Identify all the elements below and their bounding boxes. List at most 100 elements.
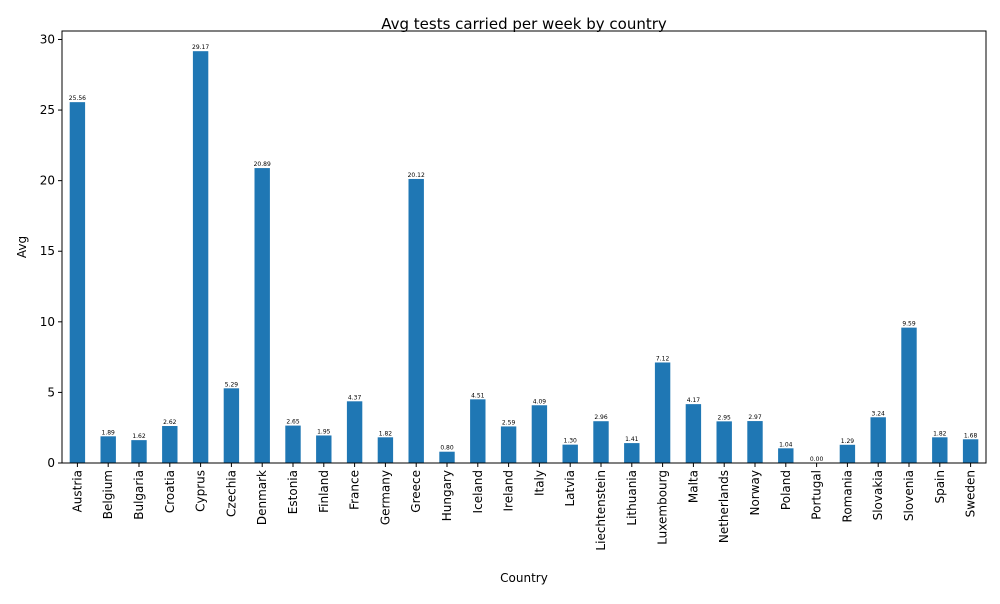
bar-netherlands: [716, 421, 732, 463]
data-label-iceland: 4.51: [471, 392, 485, 399]
data-label-germany: 1.82: [379, 430, 393, 437]
x-tick-label-hungary: Hungary: [440, 470, 454, 521]
data-label-latvia: 1.30: [564, 438, 578, 445]
x-tick-label-bulgaria: Bulgaria: [132, 470, 146, 520]
y-tick-label: 30: [40, 32, 55, 46]
data-label-spain: 1.82: [933, 430, 947, 437]
data-label-slovakia: 3.24: [872, 410, 886, 417]
bars-group: [69, 51, 979, 464]
bar-slovenia: [901, 327, 917, 463]
data-label-malta: 4.17: [687, 397, 701, 404]
x-tick-label-iceland: Iceland: [471, 470, 485, 513]
x-tick-label-liechtenstein: Liechtenstein: [594, 470, 608, 551]
data-label-finland: 1.95: [317, 428, 331, 435]
data-label-romania: 1.29: [841, 438, 855, 445]
data-label-slovenia: 9.59: [902, 321, 916, 328]
x-tick-label-lithuania: Lithuania: [625, 470, 639, 526]
data-label-greece: 20.12: [408, 172, 425, 179]
y-tick-label: 0: [47, 456, 55, 470]
x-tick-label-luxembourg: Luxembourg: [656, 470, 670, 545]
data-label-portugal: 0.00: [810, 456, 824, 463]
bar-estonia: [285, 425, 301, 463]
bar-malta: [685, 404, 702, 463]
x-tick-label-netherlands: Netherlands: [717, 470, 731, 543]
bar-luxembourg: [654, 362, 671, 463]
x-tick-label-belgium: Belgium: [101, 470, 115, 519]
data-label-lithuania: 1.41: [625, 436, 639, 443]
bar-iceland: [470, 399, 486, 463]
x-tick-label-italy: Italy: [532, 470, 546, 496]
x-tick-label-malta: Malta: [686, 470, 700, 503]
bar-lithuania: [624, 443, 640, 463]
x-tick-label-portugal: Portugal: [810, 470, 824, 520]
x-tick-label-austria: Austria: [70, 470, 84, 512]
x-tick-label-slovenia: Slovenia: [902, 470, 916, 521]
data-label-estonia: 2.65: [286, 419, 300, 426]
chart-title: Avg tests carried per week by country: [381, 15, 667, 33]
bar-liechtenstein: [593, 421, 609, 463]
data-label-austria: 25.56: [69, 95, 86, 102]
x-tick-label-spain: Spain: [933, 470, 947, 504]
bar-norway: [747, 421, 763, 463]
x-tick-label-germany: Germany: [378, 470, 392, 525]
bar-sweden: [962, 439, 979, 463]
bar-hungary: [439, 451, 455, 463]
bar-france: [346, 401, 363, 463]
bar-belgium: [100, 436, 116, 463]
bar-ireland: [500, 426, 517, 463]
data-label-liechtenstein: 2.96: [594, 414, 608, 421]
bar-greece: [408, 178, 424, 463]
bar-denmark: [254, 168, 270, 464]
data-label-denmark: 20.89: [254, 161, 271, 168]
bar-poland: [778, 448, 794, 463]
data-label-bulgaria: 1.62: [132, 433, 146, 440]
x-tick-label-latvia: Latvia: [563, 470, 577, 507]
x-tick-label-estonia: Estonia: [286, 470, 300, 514]
x-tick-label-norway: Norway: [748, 470, 762, 516]
data-label-italy: 4.09: [533, 398, 547, 405]
x-tick-label-finland: Finland: [317, 470, 331, 513]
data-labels-group: 25.56 1.89 1.62 2.62 29.17 5.29 20.89 2.65 1.95 4…: [69, 44, 978, 463]
y-tick-label: 25: [40, 103, 55, 117]
bar-finland: [316, 435, 332, 463]
x-tick-label-poland: Poland: [779, 470, 793, 510]
data-label-czechia: 5.29: [225, 381, 239, 388]
data-label-norway: 2.97: [748, 414, 762, 421]
y-tick-label: 20: [40, 174, 55, 188]
data-label-ireland: 2.59: [502, 419, 516, 426]
x-tick-label-cyprus: Cyprus: [194, 470, 208, 512]
bar-croatia: [162, 426, 178, 463]
plot-frame: [61, 30, 987, 464]
x-tick-label-ireland: Ireland: [502, 470, 516, 512]
bar-austria: [69, 102, 86, 463]
data-label-croatia: 2.62: [163, 419, 177, 426]
x-tick-label-sweden: Sweden: [964, 470, 978, 517]
x-tick-label-czechia: Czechia: [224, 470, 238, 517]
x-tick-label-slovakia: Slovakia: [871, 470, 885, 520]
x-axis-label: Country: [500, 571, 548, 585]
x-tick-label-croatia: Croatia: [163, 470, 177, 513]
x-tick-label-greece: Greece: [409, 470, 423, 513]
bar-czechia: [223, 388, 240, 463]
data-label-netherlands: 2.95: [718, 414, 732, 421]
y-tick-label: 5: [47, 385, 55, 399]
y-axis-label: Avg: [15, 236, 29, 258]
x-axis: Austria Belgium Bulgaria Croatia Cyprus Czech…: [70, 463, 978, 551]
bar-slovakia: [870, 417, 886, 463]
data-label-hungary: 0.80: [440, 445, 454, 452]
bar-latvia: [562, 444, 578, 463]
data-label-luxembourg: 7.12: [656, 355, 670, 362]
data-label-france: 4.37: [348, 394, 362, 401]
x-tick-label-romania: Romania: [840, 470, 854, 522]
y-tick-label: 15: [40, 244, 55, 258]
data-label-sweden: 1.68: [964, 432, 978, 439]
bar-bulgaria: [131, 440, 147, 463]
y-tick-label: 10: [40, 315, 55, 329]
bar-cyprus: [192, 51, 209, 464]
data-label-poland: 1.04: [779, 441, 793, 448]
data-label-belgium: 1.89: [102, 429, 116, 436]
bar-germany: [377, 437, 394, 463]
bar-spain: [932, 437, 948, 463]
